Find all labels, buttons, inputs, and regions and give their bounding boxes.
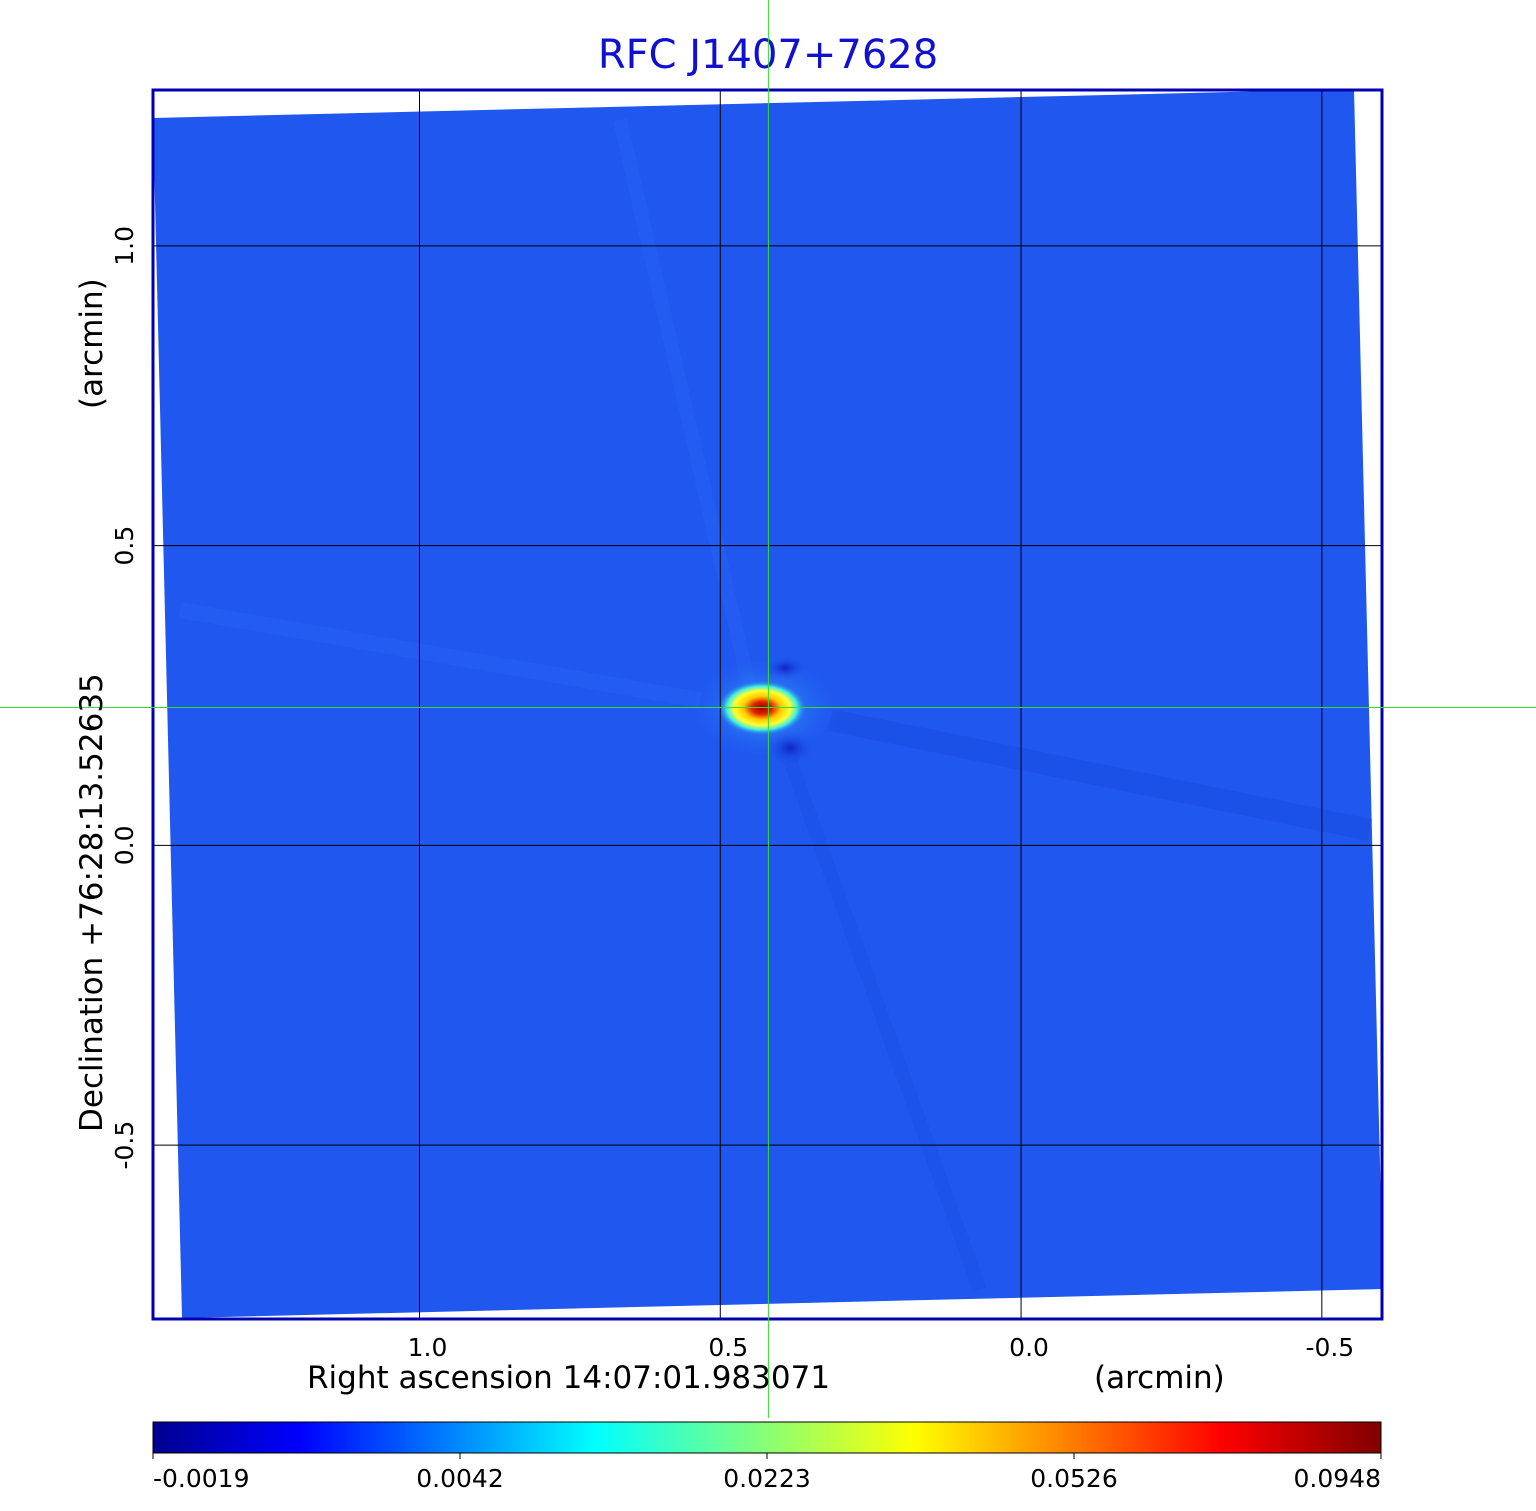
image-artifacts xyxy=(178,118,1373,1293)
colorbar xyxy=(152,1421,1382,1454)
coordinate-grid xyxy=(153,90,1382,1319)
y-tick-labels: 1.0 0.5 0.0 -0.5 xyxy=(110,226,139,1170)
x-tick-label: -0.5 xyxy=(1305,1333,1354,1362)
plot-frame xyxy=(151,88,1384,1321)
colorbar-tick-label: 0.0042 xyxy=(416,1464,503,1493)
x-tick-label: 0.0 xyxy=(1009,1333,1049,1362)
y-tick-label: 0.5 xyxy=(110,526,139,566)
y-tick-label: 0.0 xyxy=(110,826,139,866)
x-tick-labels: 1.0 0.5 0.0 -0.5 xyxy=(408,1333,1355,1362)
y-tick-label: 1.0 xyxy=(110,226,139,266)
x-tick-label: 1.0 xyxy=(408,1333,448,1362)
x-axis-label: Right ascension 14:07:01.983071 xyxy=(307,1360,830,1396)
colorbar-tick-labels: -0.0019 0.0042 0.0223 0.0526 0.0948 xyxy=(152,1453,1382,1493)
y-axis-label: Declination +76:28:13.52635 xyxy=(74,673,110,1132)
colorbar-tick-label: 0.0526 xyxy=(1030,1464,1117,1493)
radio-source xyxy=(685,653,845,766)
y-tick-label: -0.5 xyxy=(110,1121,139,1170)
colorbar-tick-label: 0.0948 xyxy=(1294,1464,1381,1493)
x-axis-unit: (arcmin) xyxy=(1094,1360,1225,1396)
y-axis-unit: (arcmin) xyxy=(74,278,110,409)
colorbar-tick-label: 0.0223 xyxy=(723,1464,810,1493)
x-tick-label: 0.5 xyxy=(708,1333,748,1362)
colorbar-tick-label: -0.0019 xyxy=(153,1464,250,1493)
crosshair xyxy=(0,0,1536,1418)
